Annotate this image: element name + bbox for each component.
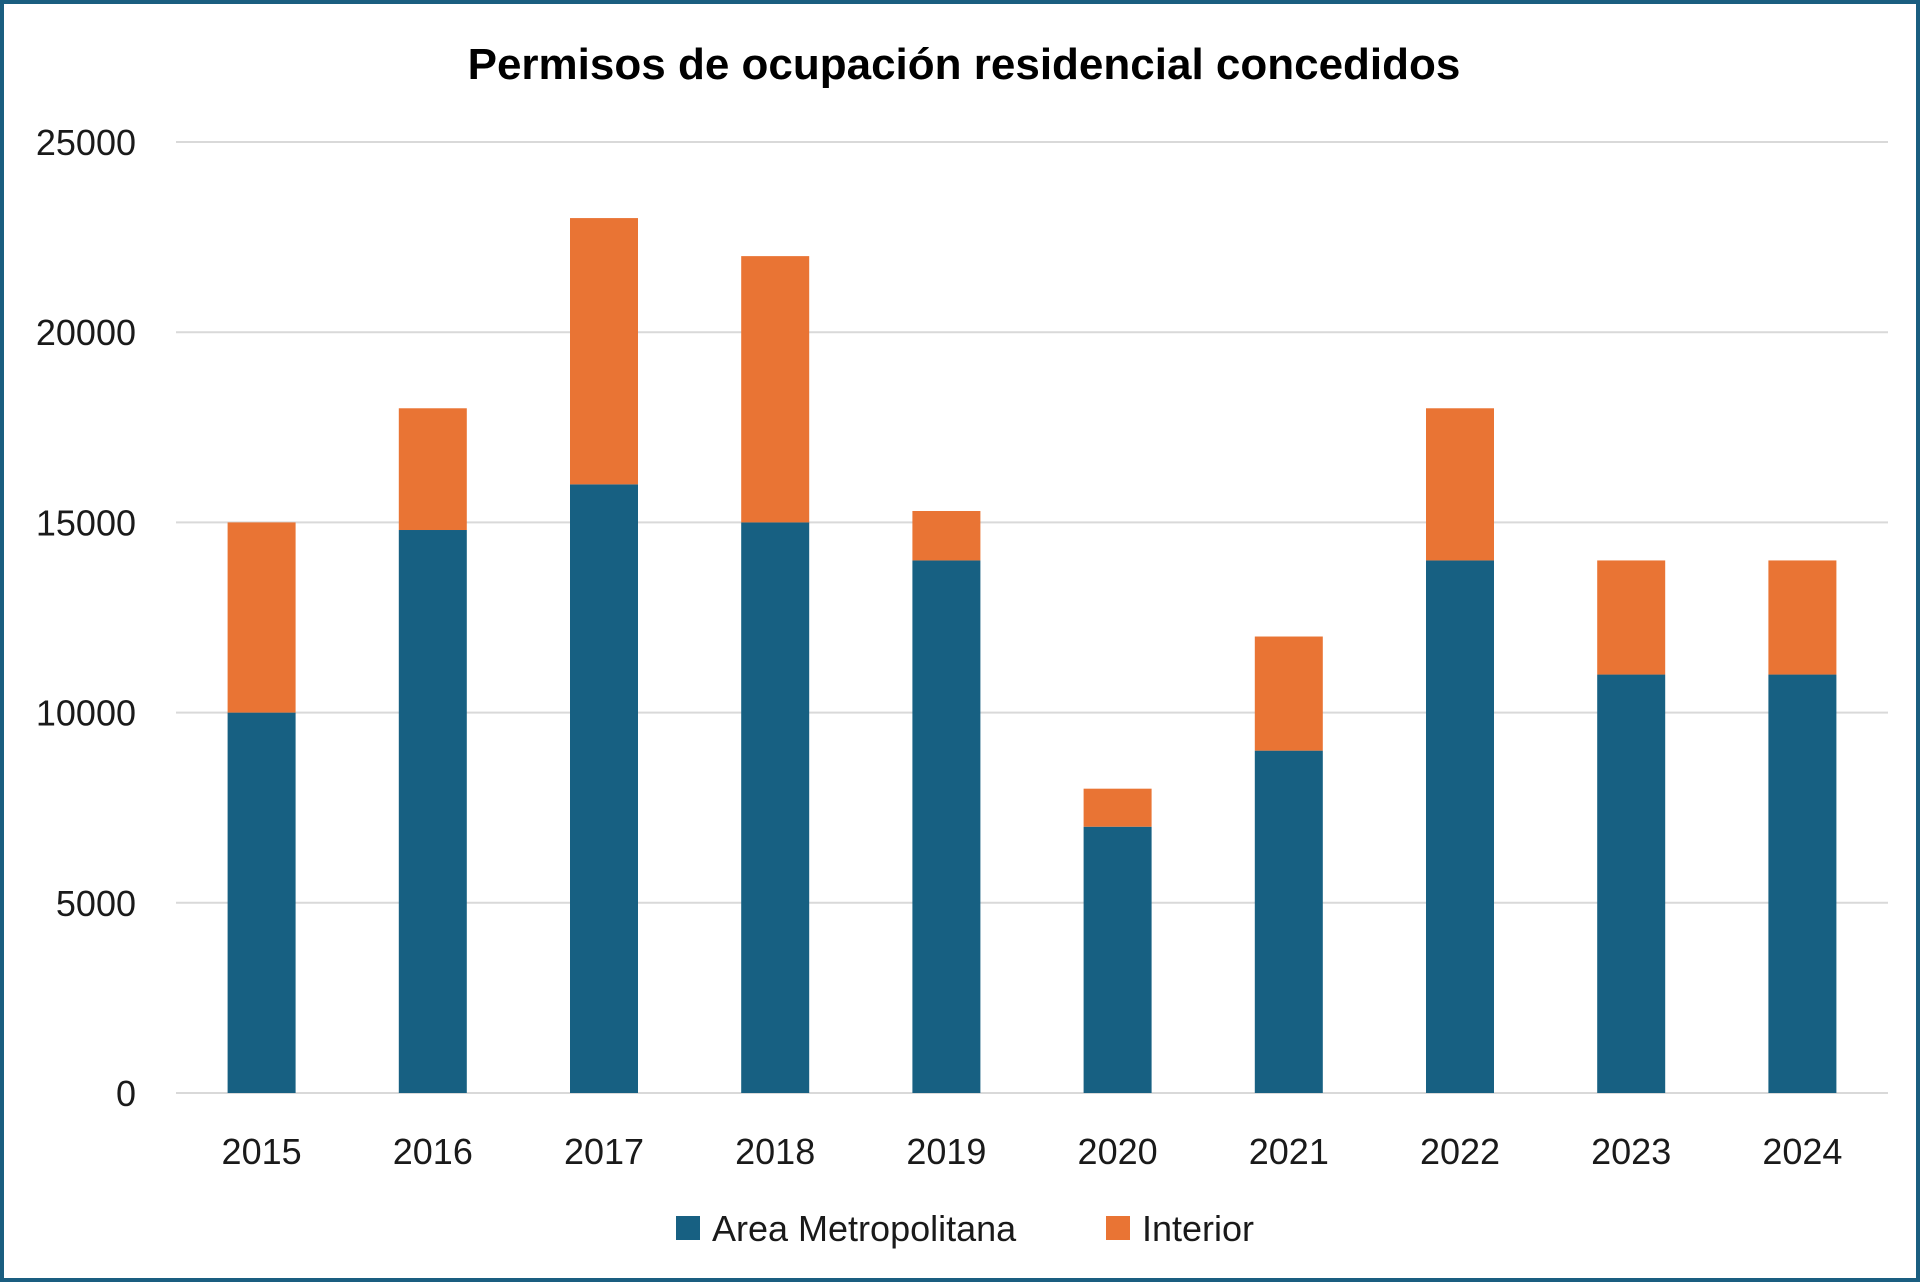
bar-area-metropolitana-2017: [570, 484, 638, 1093]
legend-swatch-interior: [1106, 1216, 1130, 1240]
bar-area-metropolitana-2022: [1426, 560, 1494, 1093]
x-tick-label: 2019: [906, 1131, 986, 1172]
bar-interior-2017: [570, 218, 638, 485]
bar-interior-2019: [912, 510, 981, 561]
legend: Area Metropolitana Interior: [676, 1208, 1254, 1249]
y-tick-label: 25000: [36, 122, 136, 163]
legend-label-area-metropolitana: Area Metropolitana: [712, 1208, 1017, 1249]
chart-title: Permisos de ocupación residencial conced…: [468, 40, 1461, 89]
stacked-bar-chart: Permisos de ocupación residencial conced…: [36, 40, 1888, 1249]
x-tick-label: 2024: [1762, 1131, 1842, 1172]
x-tick-label: 2023: [1591, 1131, 1671, 1172]
bar-interior-2021: [1254, 636, 1323, 751]
x-tick-label: 2017: [564, 1131, 644, 1172]
y-axis-ticks: 0 5000 10000 15000 20000 25000: [36, 122, 136, 1114]
bar-interior-2018: [741, 256, 810, 523]
x-tick-label: 2022: [1420, 1131, 1500, 1172]
x-tick-label: 2018: [735, 1131, 815, 1172]
bar-interior-2020: [1083, 788, 1152, 827]
bar-interior-2023: [1597, 560, 1666, 675]
x-tick-label: 2020: [1078, 1131, 1158, 1172]
y-tick-label: 5000: [56, 883, 136, 924]
x-tick-label: 2015: [222, 1131, 302, 1172]
y-tick-label: 15000: [36, 502, 136, 543]
bar-interior-2016: [398, 408, 467, 531]
legend-label-interior: Interior: [1142, 1208, 1254, 1249]
y-tick-label: 20000: [36, 312, 136, 353]
y-tick-label: 0: [116, 1073, 136, 1114]
bars: [227, 218, 1837, 1093]
x-axis-ticks: 2015 2016 2017 2018 2019 2020 2021 2022 2023 2024: [222, 1131, 1843, 1172]
bar-interior-2015: [227, 522, 296, 713]
bar-area-metropolitana-2016: [398, 530, 467, 1093]
bar-area-metropolitana-2024: [1768, 674, 1837, 1093]
bar-area-metropolitana-2015: [227, 712, 296, 1093]
y-tick-label: 10000: [36, 693, 136, 734]
bar-area-metropolitana-2023: [1597, 674, 1666, 1093]
legend-swatch-area-metropolitana: [676, 1216, 700, 1240]
bar-area-metropolitana-2019: [912, 560, 981, 1093]
bar-interior-2022: [1426, 408, 1494, 561]
bar-area-metropolitana-2021: [1254, 750, 1323, 1093]
x-tick-label: 2016: [393, 1131, 473, 1172]
bar-interior-2024: [1768, 560, 1837, 675]
bar-area-metropolitana-2018: [741, 522, 810, 1093]
bar-area-metropolitana-2020: [1083, 826, 1152, 1093]
x-tick-label: 2021: [1249, 1131, 1329, 1172]
